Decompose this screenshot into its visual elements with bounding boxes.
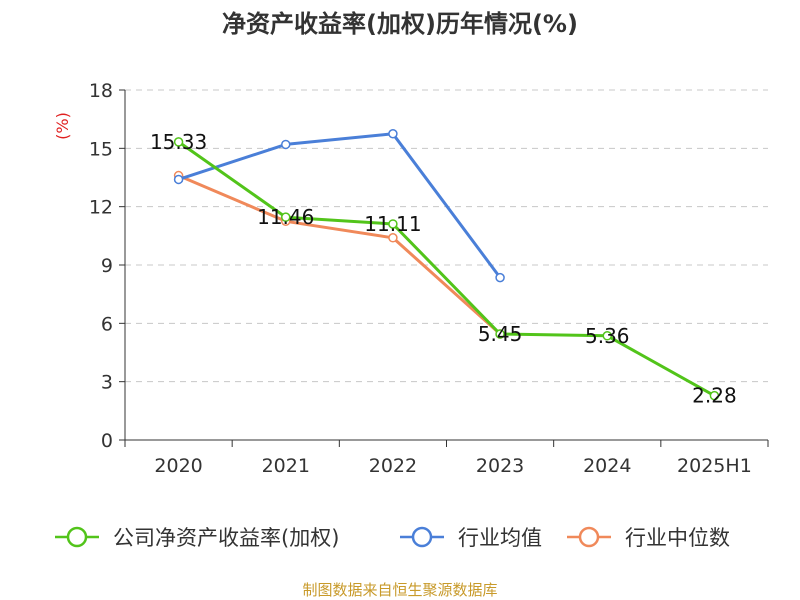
y-tick-label: 12 — [89, 197, 113, 219]
chart-title: 净资产收益率(加权)历年情况(%) — [222, 10, 578, 38]
legend-item[interactable]: 公司净资产收益率(加权) — [55, 526, 339, 550]
y-tick-label: 6 — [101, 313, 113, 335]
legend-item[interactable]: 行业均值 — [400, 526, 542, 550]
data-point[interactable] — [602, 331, 612, 341]
x-tick-label: 2024 — [583, 455, 631, 477]
data-label: 15.33 — [150, 130, 207, 154]
data-labels: 15.33 11.46 11.11 5.45 5.36 2.28 — [150, 130, 737, 408]
series-line-1 — [178, 132, 502, 279]
legend-item[interactable]: 行业中位数 — [567, 526, 730, 550]
data-label: 11.11 — [364, 212, 421, 236]
data-point[interactable] — [281, 139, 291, 150]
y-tick-label: 15 — [89, 138, 113, 160]
data-label: 5.36 — [585, 324, 630, 348]
y-tick-label: 9 — [101, 255, 113, 277]
data-point[interactable] — [495, 272, 505, 283]
legend-marker — [66, 526, 88, 548]
legend-label: 行业均值 — [458, 526, 542, 550]
data-point[interactable] — [388, 233, 398, 243]
source-note: 制图数据来自恒生聚源数据库 — [302, 581, 497, 599]
x-tick-label: 2025H1 — [677, 455, 752, 477]
x-tick-label: 2021 — [262, 455, 310, 477]
series-line-2 — [178, 174, 502, 336]
data-label: 2.28 — [692, 384, 737, 408]
legend-label: 公司净资产收益率(加权) — [113, 526, 339, 550]
y-tick-label: 18 — [89, 80, 113, 102]
y-axis-unit: (%) — [53, 112, 72, 140]
data-point[interactable] — [173, 174, 184, 185]
data-label: 5.45 — [478, 322, 523, 346]
data-point[interactable] — [388, 129, 398, 139]
legend-marker — [578, 526, 600, 548]
grid-lines — [125, 89, 768, 383]
data-point[interactable] — [388, 219, 398, 229]
series-line-0 — [177, 140, 716, 398]
data-point[interactable] — [281, 212, 291, 222]
data-point[interactable] — [495, 329, 505, 339]
series-group — [173, 129, 720, 401]
legend[interactable]: 公司净资产收益率(加权) 行业均值 行业中位数 — [55, 526, 730, 550]
y-tick-label: 0 — [101, 430, 113, 452]
y-tick-label: 3 — [101, 372, 113, 394]
data-label: 11.46 — [257, 205, 314, 229]
legend-label: 行业中位数 — [625, 526, 730, 550]
x-tick-label: 2023 — [476, 455, 524, 477]
x-tick-label: 2020 — [154, 455, 202, 477]
x-tick-label: 2022 — [369, 455, 417, 477]
data-point[interactable] — [709, 390, 720, 401]
data-point[interactable] — [173, 137, 184, 147]
legend-marker — [411, 526, 433, 548]
axes: 0 3 6 9 12 15 18 2020 2021 2022 2023 2024 2025H1 — [89, 80, 769, 477]
